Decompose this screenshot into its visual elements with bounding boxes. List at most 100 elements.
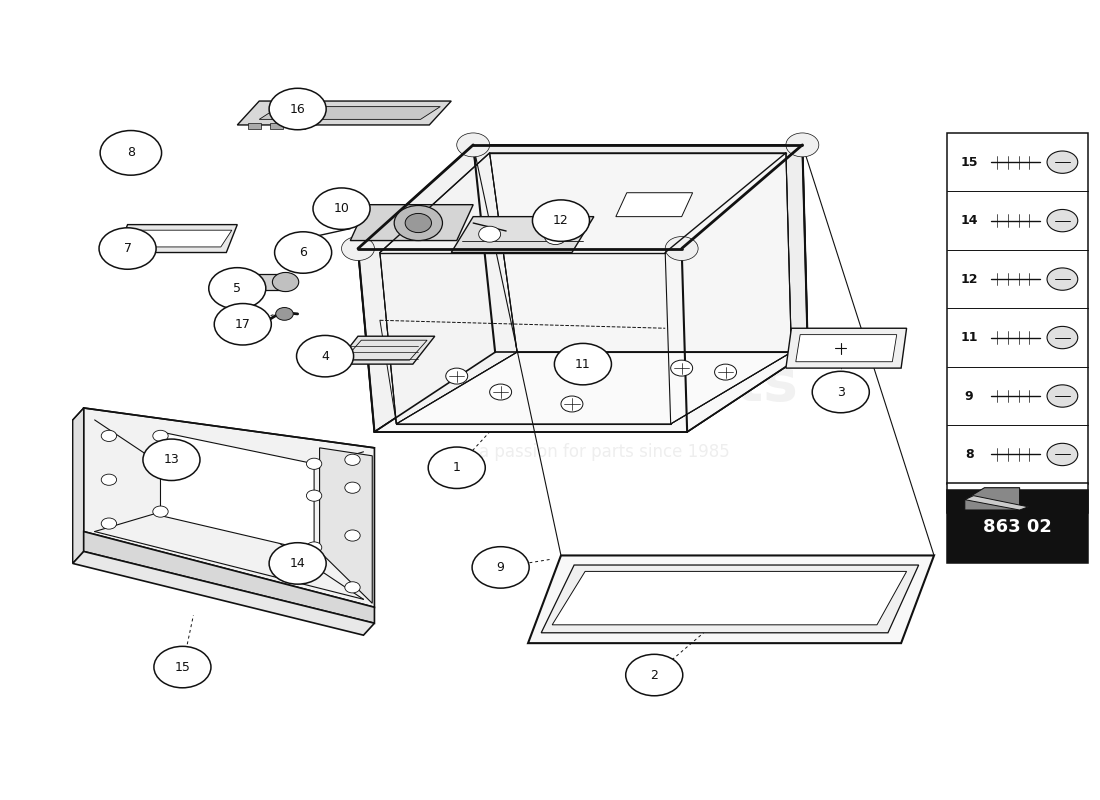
Circle shape — [276, 307, 294, 320]
Polygon shape — [965, 488, 1020, 510]
Text: 9: 9 — [965, 390, 974, 402]
Circle shape — [1047, 268, 1078, 290]
Circle shape — [270, 88, 327, 130]
Polygon shape — [528, 555, 934, 643]
Circle shape — [544, 229, 566, 245]
Circle shape — [273, 273, 299, 291]
Polygon shape — [379, 253, 671, 424]
Circle shape — [143, 439, 200, 481]
Circle shape — [472, 546, 529, 588]
Circle shape — [270, 542, 327, 584]
Polygon shape — [965, 496, 1028, 510]
Circle shape — [666, 237, 698, 261]
Text: 12: 12 — [553, 214, 569, 227]
Circle shape — [344, 482, 360, 494]
Bar — [947, 133, 1088, 484]
Polygon shape — [128, 230, 232, 247]
Text: 6: 6 — [299, 246, 307, 259]
Polygon shape — [379, 153, 517, 424]
Polygon shape — [682, 145, 807, 432]
Circle shape — [314, 188, 370, 230]
Circle shape — [153, 430, 168, 442]
Circle shape — [100, 130, 162, 175]
Circle shape — [1047, 326, 1078, 349]
Circle shape — [307, 542, 322, 553]
Polygon shape — [350, 205, 473, 241]
Circle shape — [153, 506, 168, 517]
Bar — [249, 122, 262, 129]
Circle shape — [561, 396, 583, 412]
Circle shape — [446, 368, 468, 384]
Circle shape — [344, 454, 360, 466]
Polygon shape — [451, 217, 594, 253]
Circle shape — [405, 214, 431, 233]
Text: 12: 12 — [960, 273, 978, 286]
Text: 8: 8 — [965, 448, 974, 461]
Text: 13: 13 — [164, 454, 179, 466]
Circle shape — [394, 206, 442, 241]
Polygon shape — [161, 432, 315, 551]
Circle shape — [275, 232, 332, 274]
Text: 14: 14 — [289, 557, 306, 570]
Circle shape — [297, 335, 353, 377]
Bar — [947, 490, 1088, 563]
Circle shape — [554, 343, 612, 385]
Polygon shape — [616, 193, 693, 217]
Polygon shape — [84, 531, 374, 623]
Circle shape — [101, 430, 117, 442]
Polygon shape — [238, 101, 451, 125]
Polygon shape — [374, 352, 807, 432]
Text: 3: 3 — [837, 386, 845, 398]
Circle shape — [1047, 443, 1078, 466]
Polygon shape — [666, 153, 791, 424]
Circle shape — [341, 237, 374, 261]
Circle shape — [307, 458, 322, 470]
Circle shape — [1047, 151, 1078, 174]
Circle shape — [428, 447, 485, 489]
Text: euroParts: euroParts — [476, 355, 799, 413]
Text: 2: 2 — [650, 669, 658, 682]
Text: 16: 16 — [289, 102, 306, 115]
Circle shape — [344, 582, 360, 593]
Polygon shape — [117, 225, 238, 253]
Circle shape — [307, 490, 322, 502]
Circle shape — [1047, 210, 1078, 232]
Bar — [271, 122, 284, 129]
Circle shape — [715, 364, 737, 380]
Circle shape — [785, 133, 818, 157]
Text: 15: 15 — [960, 156, 978, 169]
Text: 8: 8 — [126, 146, 135, 159]
Circle shape — [305, 244, 322, 257]
Polygon shape — [396, 352, 791, 424]
Circle shape — [1047, 385, 1078, 407]
Text: 7: 7 — [123, 242, 132, 255]
Circle shape — [812, 371, 869, 413]
Circle shape — [214, 303, 272, 345]
Circle shape — [99, 228, 156, 270]
Text: 14: 14 — [960, 214, 978, 227]
Text: a passion for parts since 1985: a passion for parts since 1985 — [480, 443, 730, 461]
Polygon shape — [785, 328, 906, 368]
Circle shape — [490, 384, 512, 400]
Polygon shape — [473, 145, 807, 352]
Circle shape — [456, 133, 490, 157]
Polygon shape — [358, 249, 688, 432]
Polygon shape — [336, 336, 434, 364]
Circle shape — [101, 474, 117, 486]
Circle shape — [478, 226, 500, 242]
Text: 863 02: 863 02 — [983, 518, 1052, 536]
Circle shape — [532, 200, 590, 242]
Polygon shape — [254, 274, 285, 290]
Circle shape — [344, 530, 360, 541]
Circle shape — [626, 654, 683, 696]
Polygon shape — [795, 334, 896, 362]
Polygon shape — [552, 571, 906, 625]
Polygon shape — [73, 551, 374, 635]
Bar — [293, 122, 306, 129]
Text: 5: 5 — [233, 282, 241, 295]
Text: 17: 17 — [234, 318, 251, 330]
Text: 15: 15 — [175, 661, 190, 674]
Circle shape — [154, 646, 211, 688]
Polygon shape — [73, 408, 84, 563]
Polygon shape — [490, 153, 791, 352]
